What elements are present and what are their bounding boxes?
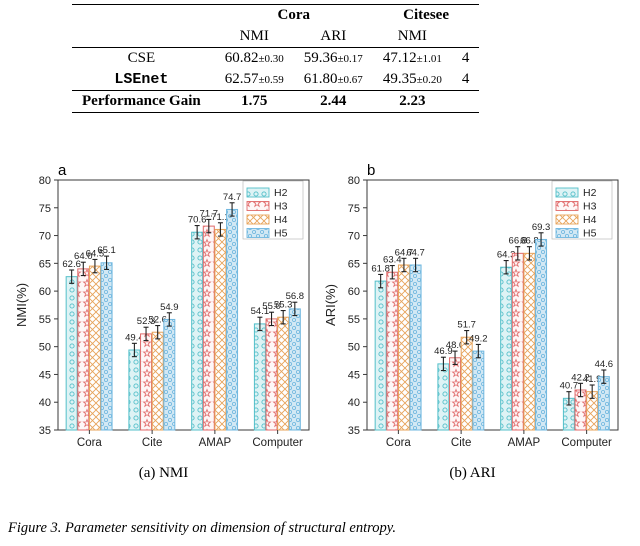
svg-text:65: 65 (39, 258, 51, 270)
chart-ari: 35404550556065707580ARI(%)61.863.464.764… (321, 158, 624, 458)
svg-text:H2: H2 (274, 187, 288, 199)
svg-text:45: 45 (348, 369, 360, 381)
svg-text:44.6: 44.6 (595, 359, 614, 370)
svg-text:Computer: Computer (561, 437, 612, 449)
svg-text:45: 45 (39, 369, 51, 381)
results-table: Cora Citesee NMI ARI NMI CSE60.82±0.3059… (72, 4, 479, 113)
svg-text:50: 50 (348, 342, 360, 354)
col-group-cora: Cora (215, 5, 373, 27)
svg-text:H5: H5 (274, 228, 288, 240)
svg-text:60: 60 (348, 286, 360, 298)
gain-cora-ari: 2.44 (294, 91, 373, 113)
row-gain-label: Performance Gain (72, 91, 215, 113)
panel-letter-a: a (58, 162, 66, 179)
subhead-ari: ARI (294, 26, 373, 48)
svg-text:AMAP: AMAP (199, 437, 232, 449)
svg-text:75: 75 (39, 203, 51, 215)
panel-nmi: a 35404550556065707580NMI(%)62.664.064.5… (12, 158, 315, 488)
subhead-nmi2: NMI (373, 26, 452, 48)
svg-text:Cora: Cora (386, 437, 412, 449)
gain-cora-nmi: 1.75 (215, 91, 294, 113)
svg-text:Cora: Cora (77, 437, 103, 449)
panel-ari: b 35404550556065707580ARI(%)61.863.464.7… (321, 158, 624, 488)
panel-letter-b: b (367, 162, 375, 179)
svg-text:Computer: Computer (252, 437, 303, 449)
svg-text:60: 60 (39, 286, 51, 298)
svg-text:69.3: 69.3 (532, 222, 551, 233)
svg-text:H4: H4 (274, 214, 288, 226)
svg-text:NMI(%): NMI(%) (14, 283, 29, 327)
svg-text:55: 55 (39, 314, 51, 326)
svg-text:80: 80 (39, 175, 51, 187)
svg-text:70: 70 (348, 231, 360, 243)
figure-caption: Figure 3. Parameter sensitivity on dimen… (8, 520, 632, 537)
subcaption-a: (a) NMI (12, 465, 315, 482)
svg-text:H5: H5 (583, 228, 597, 240)
svg-text:Cite: Cite (451, 437, 471, 449)
chart-nmi: 35404550556065707580NMI(%)62.664.064.565… (12, 158, 315, 458)
svg-text:H3: H3 (274, 201, 288, 213)
subhead-nmi: NMI (215, 26, 294, 48)
svg-text:75: 75 (348, 203, 360, 215)
svg-text:H4: H4 (583, 214, 597, 226)
svg-text:55: 55 (348, 314, 360, 326)
col-group-cite: Citesee (373, 5, 480, 27)
svg-text:51.7: 51.7 (457, 320, 476, 331)
svg-text:H2: H2 (583, 187, 597, 199)
svg-text:H3: H3 (583, 201, 597, 213)
svg-text:49.2: 49.2 (469, 333, 488, 344)
svg-text:65: 65 (348, 258, 360, 270)
svg-text:35: 35 (39, 425, 51, 437)
svg-text:64.7: 64.7 (406, 247, 425, 258)
svg-text:AMAP: AMAP (508, 437, 541, 449)
svg-text:74.7: 74.7 (223, 192, 242, 203)
gain-cite-nmi: 2.23 (373, 91, 452, 113)
svg-text:40: 40 (39, 397, 51, 409)
svg-text:54.9: 54.9 (160, 302, 179, 313)
svg-text:50: 50 (39, 342, 51, 354)
svg-text:56.8: 56.8 (286, 291, 305, 302)
svg-text:ARI(%): ARI(%) (323, 284, 338, 326)
svg-text:70: 70 (39, 231, 51, 243)
svg-text:65.1: 65.1 (97, 245, 116, 256)
svg-text:Cite: Cite (142, 437, 162, 449)
svg-text:40: 40 (348, 397, 360, 409)
svg-text:35: 35 (348, 425, 360, 437)
svg-text:80: 80 (348, 175, 360, 187)
subcaption-b: (b) ARI (321, 465, 624, 482)
figure-3: a 35404550556065707580NMI(%)62.664.064.5… (12, 158, 632, 488)
